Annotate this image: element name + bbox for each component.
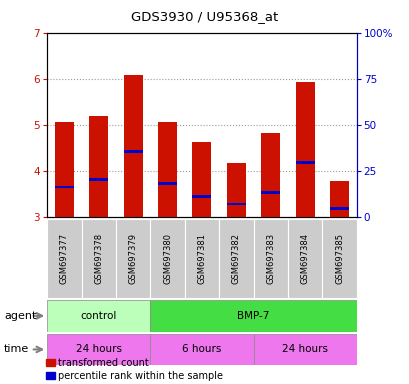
Text: time: time [4,344,29,354]
Bar [287,219,321,298]
Bar [192,142,211,217]
Text: GSM697381: GSM697381 [197,233,206,284]
Text: GSM697384: GSM697384 [300,233,309,284]
Text: 6 hours: 6 hours [182,344,221,354]
Bar [158,122,177,217]
Bar [218,219,253,298]
Legend: transformed count, percentile rank within the sample: transformed count, percentile rank withi… [46,358,223,381]
Bar [124,76,142,217]
Bar [89,116,108,217]
Text: control: control [80,311,117,321]
Bar [261,191,279,194]
Text: GSM697380: GSM697380 [163,233,172,284]
Bar [55,185,74,189]
Bar [295,161,314,164]
Bar [226,162,245,217]
Bar [47,219,81,298]
Text: BMP-7: BMP-7 [237,311,269,321]
Bar [329,182,348,217]
Text: GSM697378: GSM697378 [94,233,103,284]
Text: GDS3930 / U95368_at: GDS3930 / U95368_at [131,10,278,23]
Bar [47,334,150,365]
Text: GSM697383: GSM697383 [265,233,274,284]
Bar [184,219,218,298]
Bar [124,150,142,153]
Bar [116,219,150,298]
Text: GSM697382: GSM697382 [231,233,240,284]
Text: GSM697379: GSM697379 [128,233,137,284]
Text: agent: agent [4,311,36,321]
Bar [329,207,348,210]
Bar [47,300,150,332]
Bar [226,203,245,205]
Bar [81,219,116,298]
Bar [89,178,108,180]
Bar [150,300,356,332]
Bar [192,195,211,198]
Text: GSM697377: GSM697377 [60,233,69,284]
Text: 24 hours: 24 hours [281,344,327,354]
Text: GSM697385: GSM697385 [334,233,343,284]
Bar [261,133,279,217]
Bar [150,219,184,298]
Bar [253,334,356,365]
Bar [55,122,74,217]
Bar [295,83,314,217]
Bar [150,334,253,365]
Text: 24 hours: 24 hours [76,344,121,354]
Bar [158,182,177,185]
Bar [253,219,287,298]
Bar [321,219,356,298]
